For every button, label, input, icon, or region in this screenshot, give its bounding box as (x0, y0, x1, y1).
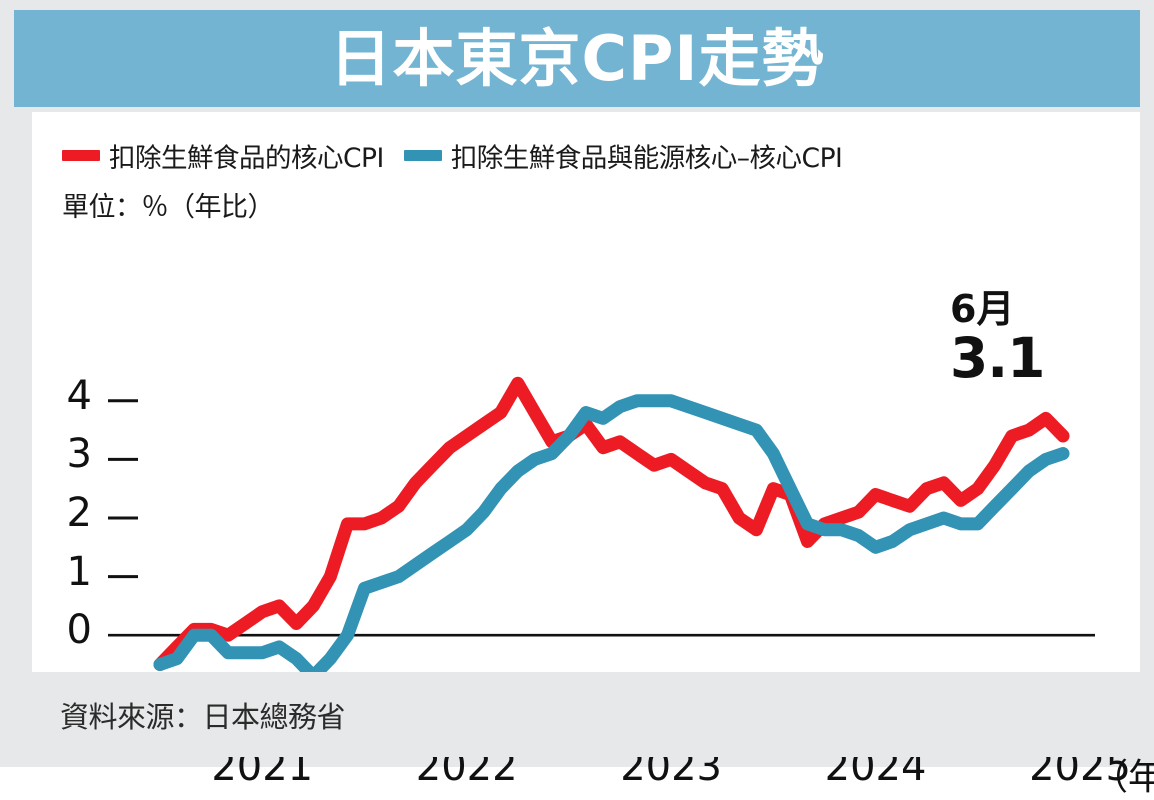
header-bar: 日本東京CPI走勢 (14, 10, 1140, 107)
y-tick-3: 3 (66, 431, 92, 478)
y-tick-0: 0 (66, 607, 92, 654)
callout-value: 3.1 (950, 325, 1045, 390)
legend-label-core-core-cpi: 扣除生鮮食品與能源核心–核心CPI (450, 143, 843, 174)
legend-swatch-red (62, 150, 100, 161)
chart-canvas: 扣除生鮮食品的核心CPI 扣除生鮮食品與能源核心–核心CPI 單位：％（年比） … (32, 112, 1154, 798)
legend-swatch-blue (403, 150, 442, 161)
legend-item-core-cpi: 扣除生鮮食品的核心CPI (62, 136, 384, 175)
latest-value-callout: 6月 3.1 (950, 287, 1110, 390)
source-note: 資料來源：日本總務省 (60, 699, 346, 734)
series-line-0 (153, 376, 1070, 671)
y-tick-1: 1 (66, 548, 92, 595)
legend-item-core-core-cpi: 扣除生鮮食品與能源核心–核心CPI (403, 136, 843, 175)
chart-legend: 扣除生鮮食品的核心CPI 扣除生鮮食品與能源核心–核心CPI (62, 136, 843, 175)
y-tick-2: 2 (66, 490, 92, 536)
unit-note: 單位：％（年比） (62, 192, 275, 223)
callout-month: 6月 (950, 287, 1015, 331)
legend-label-core-cpi: 扣除生鮮食品的核心CPI (109, 143, 384, 174)
footer-bar: 資料來源：日本總務省 (32, 672, 1140, 757)
series-line-1 (153, 394, 1070, 672)
line-chart-svg (108, 376, 1095, 672)
page-title: 日本東京CPI走勢 (329, 21, 825, 95)
y-tick-4: 4 (66, 372, 92, 419)
